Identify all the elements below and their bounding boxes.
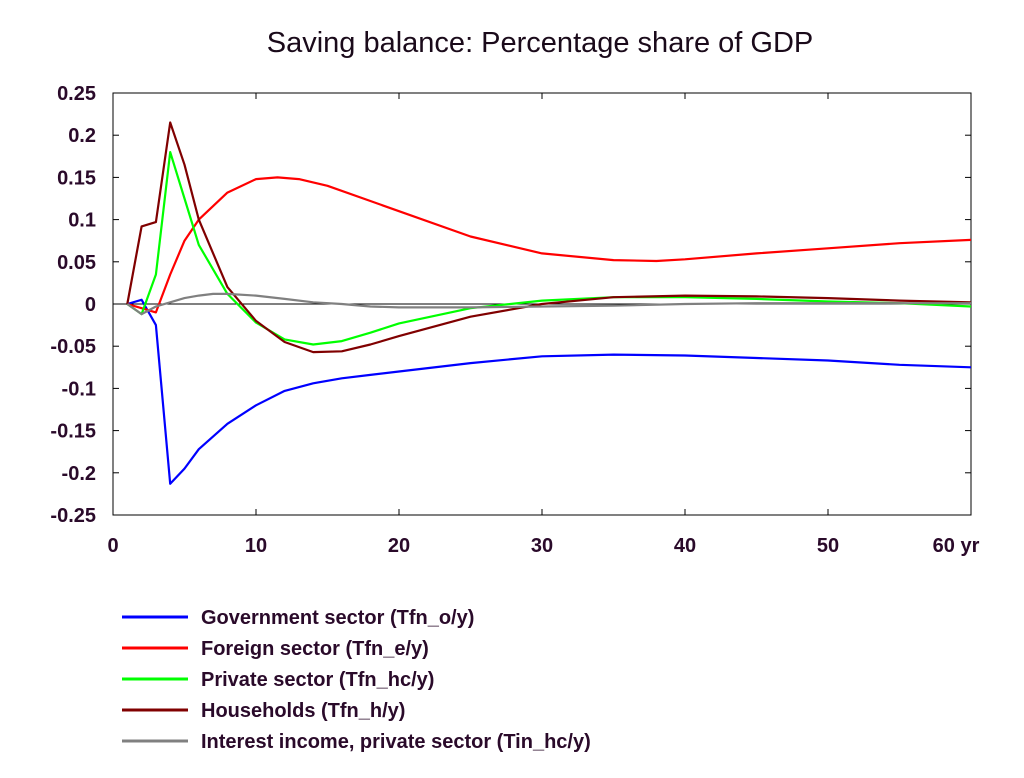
x-tick-label: 60 yr bbox=[933, 535, 980, 557]
series-line-5 bbox=[126, 292, 971, 316]
y-tick-label: -0.1 bbox=[62, 378, 96, 400]
x-tick-label: 40 bbox=[674, 535, 696, 557]
y-tick-label: 0 bbox=[85, 294, 96, 316]
y-tick-label: -0.25 bbox=[50, 505, 96, 527]
y-tick-label: 0.2 bbox=[68, 125, 96, 147]
y-tick-label: -0.05 bbox=[50, 336, 96, 358]
y-tick-label: -0.15 bbox=[50, 421, 96, 443]
y-tick-label: 0.15 bbox=[57, 167, 96, 189]
legend: Government sector (Tfn_o/y) Foreign secto… bbox=[122, 607, 591, 753]
x-tick-label: 20 bbox=[388, 535, 410, 557]
chart-title: Saving balance: Percentage share of GDP bbox=[267, 27, 814, 59]
series-line-1 bbox=[126, 298, 972, 485]
series-line-4 bbox=[126, 121, 972, 354]
x-tick-label: 0 bbox=[107, 535, 118, 557]
legend-label: Interest income, private sector (Tin_hc/… bbox=[201, 731, 591, 753]
x-axis: 0 10 20 30 40 50 60 yr bbox=[107, 93, 980, 557]
y-tick-label: 0.05 bbox=[57, 252, 96, 274]
x-tick-label: 10 bbox=[245, 535, 267, 557]
legend-label: Private sector (Tfn_hc/y) bbox=[201, 669, 434, 691]
series-lines bbox=[126, 121, 972, 485]
x-tick-label: 30 bbox=[531, 535, 553, 557]
legend-label: Government sector (Tfn_o/y) bbox=[201, 607, 474, 629]
legend-label: Foreign sector (Tfn_e/y) bbox=[201, 638, 429, 660]
y-tick-label: -0.2 bbox=[62, 463, 96, 485]
legend-label: Households (Tfn_h/y) bbox=[201, 700, 405, 722]
x-tick-label: 50 bbox=[817, 535, 839, 557]
series-line-2 bbox=[126, 176, 972, 314]
y-tick-label: 0.25 bbox=[57, 83, 96, 105]
series-line-3 bbox=[126, 151, 972, 346]
y-tick-label: 0.1 bbox=[68, 210, 96, 232]
y-axis: 0.25 0.2 0.15 0.1 0.05 0 -0.05 -0.1 -0.15 -0.2 -0.… bbox=[50, 83, 971, 527]
